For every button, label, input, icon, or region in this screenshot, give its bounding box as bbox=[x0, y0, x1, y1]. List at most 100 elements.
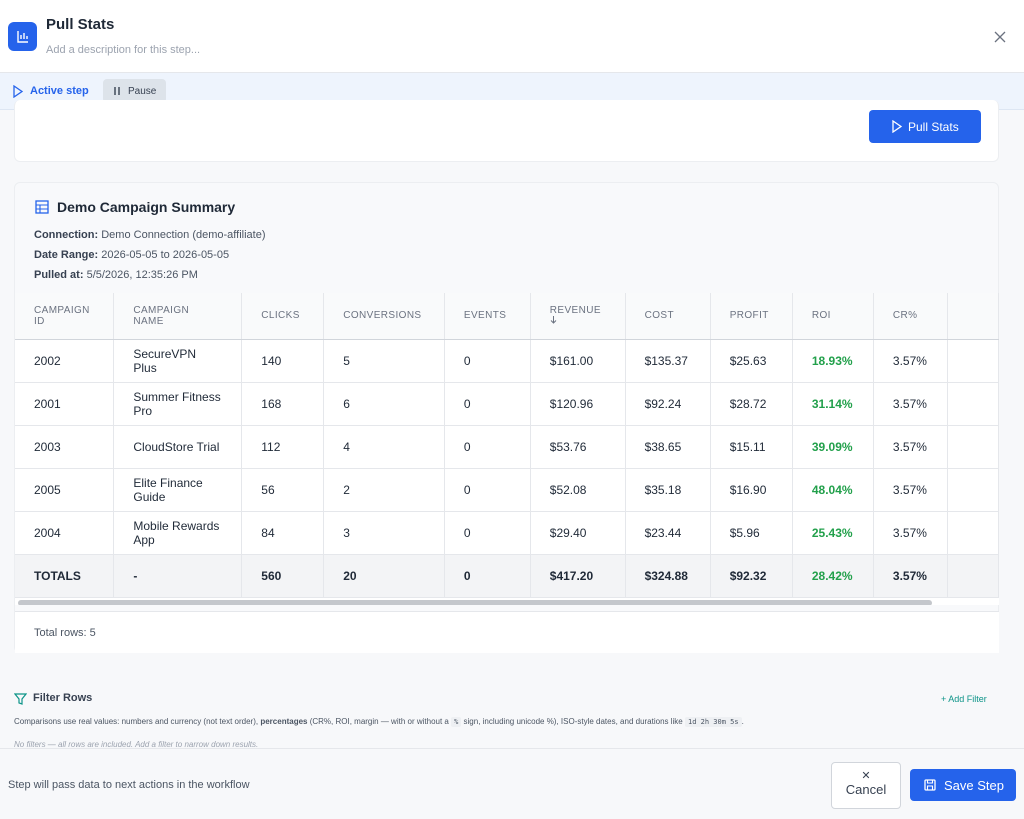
table-cell: SecureVPN Plus bbox=[113, 339, 243, 383]
column-header: PROFIT bbox=[710, 293, 793, 340]
step-icon bbox=[8, 22, 37, 51]
active-step: Active step bbox=[30, 85, 89, 97]
meta-label: Connection: bbox=[34, 229, 99, 241]
table-cell: 0 bbox=[444, 339, 531, 383]
description-part: Comparisons use real values: numbers and… bbox=[14, 717, 261, 726]
table-cell: $16.90 bbox=[710, 468, 793, 512]
table-cell: 31.14% bbox=[792, 382, 874, 426]
header: Pull Stats Add a description for this st… bbox=[0, 0, 1024, 73]
table-cell: 2004 bbox=[15, 511, 115, 555]
table-cell: Summer Fitness Pro bbox=[113, 382, 243, 426]
column-header bbox=[947, 293, 999, 340]
column-header: CONVERSIONS bbox=[323, 293, 445, 340]
column-header: COST bbox=[625, 293, 711, 340]
table-cell: $161.00 bbox=[530, 339, 626, 383]
table-cell: 3.57% bbox=[873, 468, 948, 512]
table-cell bbox=[947, 553, 999, 598]
table-cell: 84 bbox=[241, 511, 325, 555]
summary-card: Demo Campaign Summary Connection: Demo C… bbox=[14, 182, 999, 653]
table-cell: 3.57% bbox=[873, 339, 948, 383]
table-cell bbox=[947, 382, 999, 426]
table-cell: 18.93% bbox=[792, 339, 874, 383]
cancel-label: Cancel bbox=[845, 782, 887, 797]
column-header: EVENTS bbox=[444, 293, 531, 340]
table-cell bbox=[947, 339, 999, 383]
column-label: CLICKS bbox=[261, 310, 300, 322]
table-cell: $135.37 bbox=[625, 339, 711, 383]
table-cell: 3.57% bbox=[873, 511, 948, 555]
pull-stats-button[interactable]: Pull Stats bbox=[869, 110, 981, 143]
description-part: sign, including unicode %), ISO-style da… bbox=[461, 717, 685, 726]
run-card: Pull Stats bbox=[14, 100, 999, 162]
meta-row: Connection: Demo Connection (demo-affili… bbox=[34, 225, 266, 245]
data-row: 2003 CloudStore Trial 112 4 0 $53.76 $38.65 $15… bbox=[15, 425, 999, 469]
table-cell: 25.43% bbox=[792, 511, 874, 555]
column-header: CAMPAIGN ID bbox=[15, 293, 115, 340]
table-cell: - bbox=[113, 553, 243, 598]
table-cell bbox=[947, 511, 999, 555]
pause-button[interactable]: Pause bbox=[103, 79, 166, 103]
table-cell: 2005 bbox=[15, 468, 115, 512]
table-cell: $53.76 bbox=[530, 425, 626, 469]
header-row: CAMPAIGN ID CAMPAIGN NAME CLICKS CONVERSION… bbox=[15, 293, 999, 340]
summary-title: Demo Campaign Summary bbox=[57, 199, 236, 215]
data-row: 2005 Elite Finance Guide 56 2 0 $52.08 $35.18 $… bbox=[15, 468, 999, 512]
add-filter[interactable]: + Add Filter bbox=[941, 694, 987, 704]
total-rows: Total rows: 5 bbox=[34, 627, 96, 639]
table-footer: Total rows: 5 bbox=[15, 611, 999, 653]
close-button[interactable] bbox=[994, 31, 1006, 43]
table-cell: 2002 bbox=[15, 339, 115, 383]
scrollbar[interactable] bbox=[18, 600, 932, 605]
step-description[interactable]: Add a description for this step... bbox=[46, 44, 201, 56]
description-part: 1d 2h 30m 5s bbox=[684, 717, 742, 727]
data-row: 2004 Mobile Rewards App 84 3 0 $29.40 $23.44 $5… bbox=[15, 511, 999, 555]
add-filter-label: Add Filter bbox=[948, 694, 987, 704]
table-cell: 0 bbox=[444, 468, 531, 512]
table-cell: 0 bbox=[444, 425, 531, 469]
table-cell: 112 bbox=[241, 425, 325, 469]
column-label: CAMPAIGN ID bbox=[34, 304, 90, 327]
table-cell: $120.96 bbox=[530, 382, 626, 426]
bottom-bar: Step will pass data to next actions in t… bbox=[0, 748, 1024, 819]
column-label: CAMPAIGN NAME bbox=[133, 304, 190, 327]
step-title[interactable]: Pull Stats bbox=[46, 16, 115, 33]
save-button[interactable]: Save Step bbox=[910, 769, 1016, 801]
table-cell: 56 bbox=[241, 468, 325, 512]
totals-row: TOTALS -560 20 0 $417.20 $324.88 $92.32 28.42% 3… bbox=[15, 553, 999, 598]
data-row: 2001 Summer Fitness Pro 168 6 0 $120.96 $92.24… bbox=[15, 382, 999, 426]
column-header: REVENUE bbox=[530, 293, 626, 340]
table-cell: $92.32 bbox=[710, 553, 793, 598]
table-cell: $35.18 bbox=[625, 468, 711, 512]
table-cell: 39.09% bbox=[792, 425, 874, 469]
table-cell: 3.57% bbox=[873, 382, 948, 426]
summary-meta: Connection: Demo Connection (demo-affili… bbox=[34, 225, 266, 285]
column-header: ROI bbox=[792, 293, 874, 340]
table-cell: 4 bbox=[323, 425, 445, 469]
column-label: EVENTS bbox=[463, 310, 507, 322]
filter-description: Comparisons use real values: numbers and… bbox=[14, 717, 744, 727]
pull-stats-label: Pull Stats bbox=[908, 120, 959, 134]
table-cell: 3.57% bbox=[873, 553, 948, 598]
table-cell: $15.11 bbox=[710, 425, 793, 469]
table-cell: $28.72 bbox=[710, 382, 793, 426]
table-cell: 140 bbox=[241, 339, 325, 383]
table-cell: $25.63 bbox=[710, 339, 793, 383]
table-cell: 0 bbox=[444, 382, 531, 426]
table-cell: $92.24 bbox=[625, 382, 711, 426]
column-label: CR% bbox=[892, 310, 918, 322]
table-cell: Elite Finance Guide bbox=[113, 468, 243, 512]
meta-value: 2026-05-05 to 2026-05-05 bbox=[101, 249, 230, 261]
table-cell: 3.57% bbox=[873, 425, 948, 469]
column-header: CLICKS bbox=[241, 293, 325, 340]
table-cell: 28.42% bbox=[792, 553, 874, 598]
pause-label: Pause bbox=[128, 86, 157, 97]
cancel-button[interactable]: ✕ Cancel bbox=[831, 762, 901, 809]
description-part: percentages bbox=[260, 717, 308, 726]
meta-label: Date Range: bbox=[34, 249, 99, 261]
table-cell: 168 bbox=[241, 382, 325, 426]
table-cell: 20 bbox=[323, 553, 445, 598]
column-label: PROFIT bbox=[729, 310, 769, 322]
table-cell: CloudStore Trial bbox=[113, 425, 243, 469]
campaign-table: CAMPAIGN ID CAMPAIGN NAME CLICKS CONVERSION… bbox=[15, 293, 999, 598]
